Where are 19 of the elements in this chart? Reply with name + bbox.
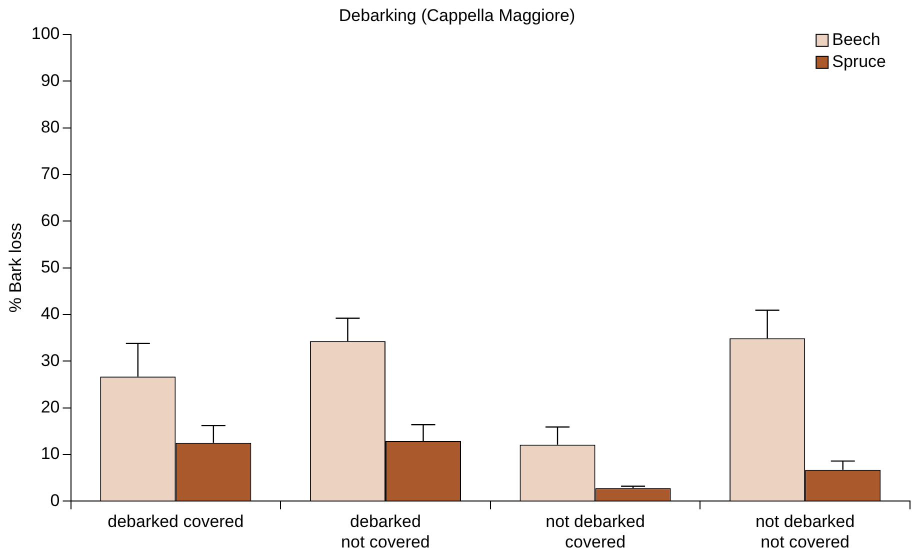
y-tick-label: 10 bbox=[40, 444, 60, 464]
x-tick-label: debarked not covered bbox=[341, 512, 430, 552]
x-tick-label: debarked covered bbox=[108, 512, 244, 532]
y-tick-label: 100 bbox=[31, 24, 60, 44]
x-tick-label: not debarked covered bbox=[546, 512, 645, 552]
x-tick-label: not debarked not covered bbox=[755, 512, 855, 552]
y-tick-label: 30 bbox=[40, 350, 60, 370]
y-tick-label: 90 bbox=[40, 70, 60, 90]
y-tick-label: 50 bbox=[40, 257, 60, 276]
y-tick-label: 0 bbox=[50, 490, 60, 510]
y-tick-label: 40 bbox=[40, 304, 60, 324]
y-tick-label: 20 bbox=[40, 398, 60, 417]
legend-label: Beech bbox=[832, 30, 880, 50]
y-tick-label: 60 bbox=[40, 210, 60, 230]
y-tick-label: 70 bbox=[40, 164, 60, 184]
y-axis-title: % Bark loss bbox=[6, 222, 25, 313]
y-tick-label: 80 bbox=[40, 117, 60, 136]
chart-title: Debarking (Cappella Maggiore) bbox=[338, 6, 576, 25]
legend-label: Spruce bbox=[832, 52, 886, 72]
